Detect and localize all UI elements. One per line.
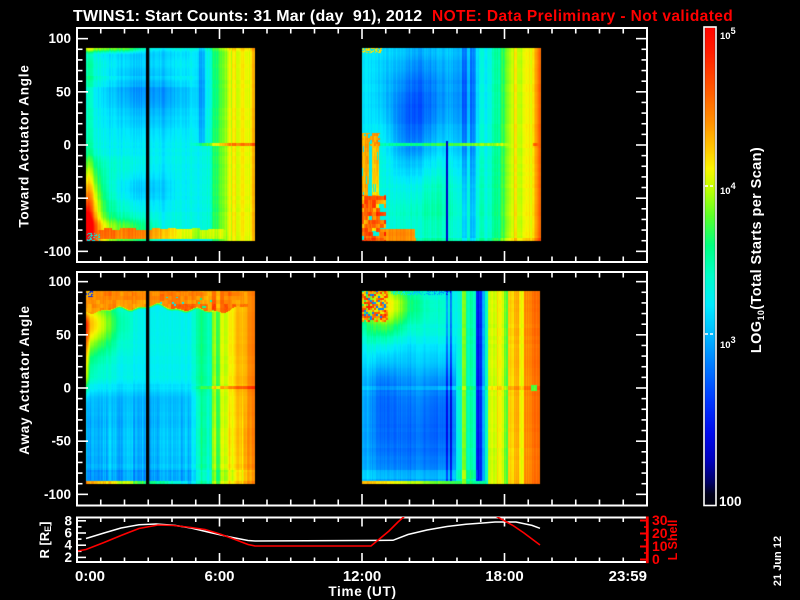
svg-text:0:00: 0:00 bbox=[75, 568, 105, 585]
svg-text:18:00: 18:00 bbox=[485, 568, 523, 585]
svg-text:30: 30 bbox=[652, 512, 668, 528]
svg-text:0: 0 bbox=[63, 381, 71, 396]
svg-text:105: 105 bbox=[720, 26, 736, 42]
svg-text:TWINS1: Start Counts: 31 Mar (: TWINS1: Start Counts: 31 Mar (day 91), 2… bbox=[73, 8, 422, 25]
svg-text:0: 0 bbox=[652, 551, 660, 567]
svg-text:-50: -50 bbox=[51, 434, 71, 449]
svg-text:NOTE: Data Preliminary - Not v: NOTE: Data Preliminary - Not validated bbox=[432, 8, 733, 25]
svg-text:Toward Actuator Angle: Toward Actuator Angle bbox=[17, 64, 32, 227]
svg-text:4: 4 bbox=[64, 538, 72, 553]
svg-text:6: 6 bbox=[64, 526, 72, 541]
svg-text:21 Jun 12: 21 Jun 12 bbox=[772, 536, 784, 586]
svg-text:R [RE]: R [RE] bbox=[37, 521, 53, 558]
svg-text:-100: -100 bbox=[44, 487, 71, 502]
svg-text:L Shell: L Shell bbox=[666, 520, 680, 561]
svg-text:20: 20 bbox=[652, 525, 668, 541]
svg-text:6:00: 6:00 bbox=[204, 568, 234, 585]
svg-text:8: 8 bbox=[64, 513, 72, 528]
svg-text:50: 50 bbox=[56, 84, 71, 99]
svg-text:Away Actuator Angle: Away Actuator Angle bbox=[17, 305, 32, 455]
svg-text:0: 0 bbox=[63, 138, 71, 153]
svg-text:100: 100 bbox=[48, 274, 71, 289]
svg-text:104: 104 bbox=[720, 181, 736, 197]
svg-text:100: 100 bbox=[719, 494, 742, 509]
svg-text:12:00: 12:00 bbox=[343, 568, 381, 585]
svg-text:LOG10(Total Starts per Scan): LOG10(Total Starts per Scan) bbox=[749, 147, 766, 353]
svg-text:23:59: 23:59 bbox=[609, 568, 647, 585]
svg-text:Time (UT): Time (UT) bbox=[328, 584, 396, 599]
svg-text:2: 2 bbox=[64, 550, 72, 565]
svg-text:10: 10 bbox=[652, 538, 668, 554]
svg-text:103: 103 bbox=[720, 335, 736, 351]
svg-text:50: 50 bbox=[56, 327, 71, 342]
svg-text:100: 100 bbox=[48, 31, 71, 46]
svg-text:-50: -50 bbox=[51, 191, 71, 206]
svg-text:-100: -100 bbox=[44, 244, 71, 259]
